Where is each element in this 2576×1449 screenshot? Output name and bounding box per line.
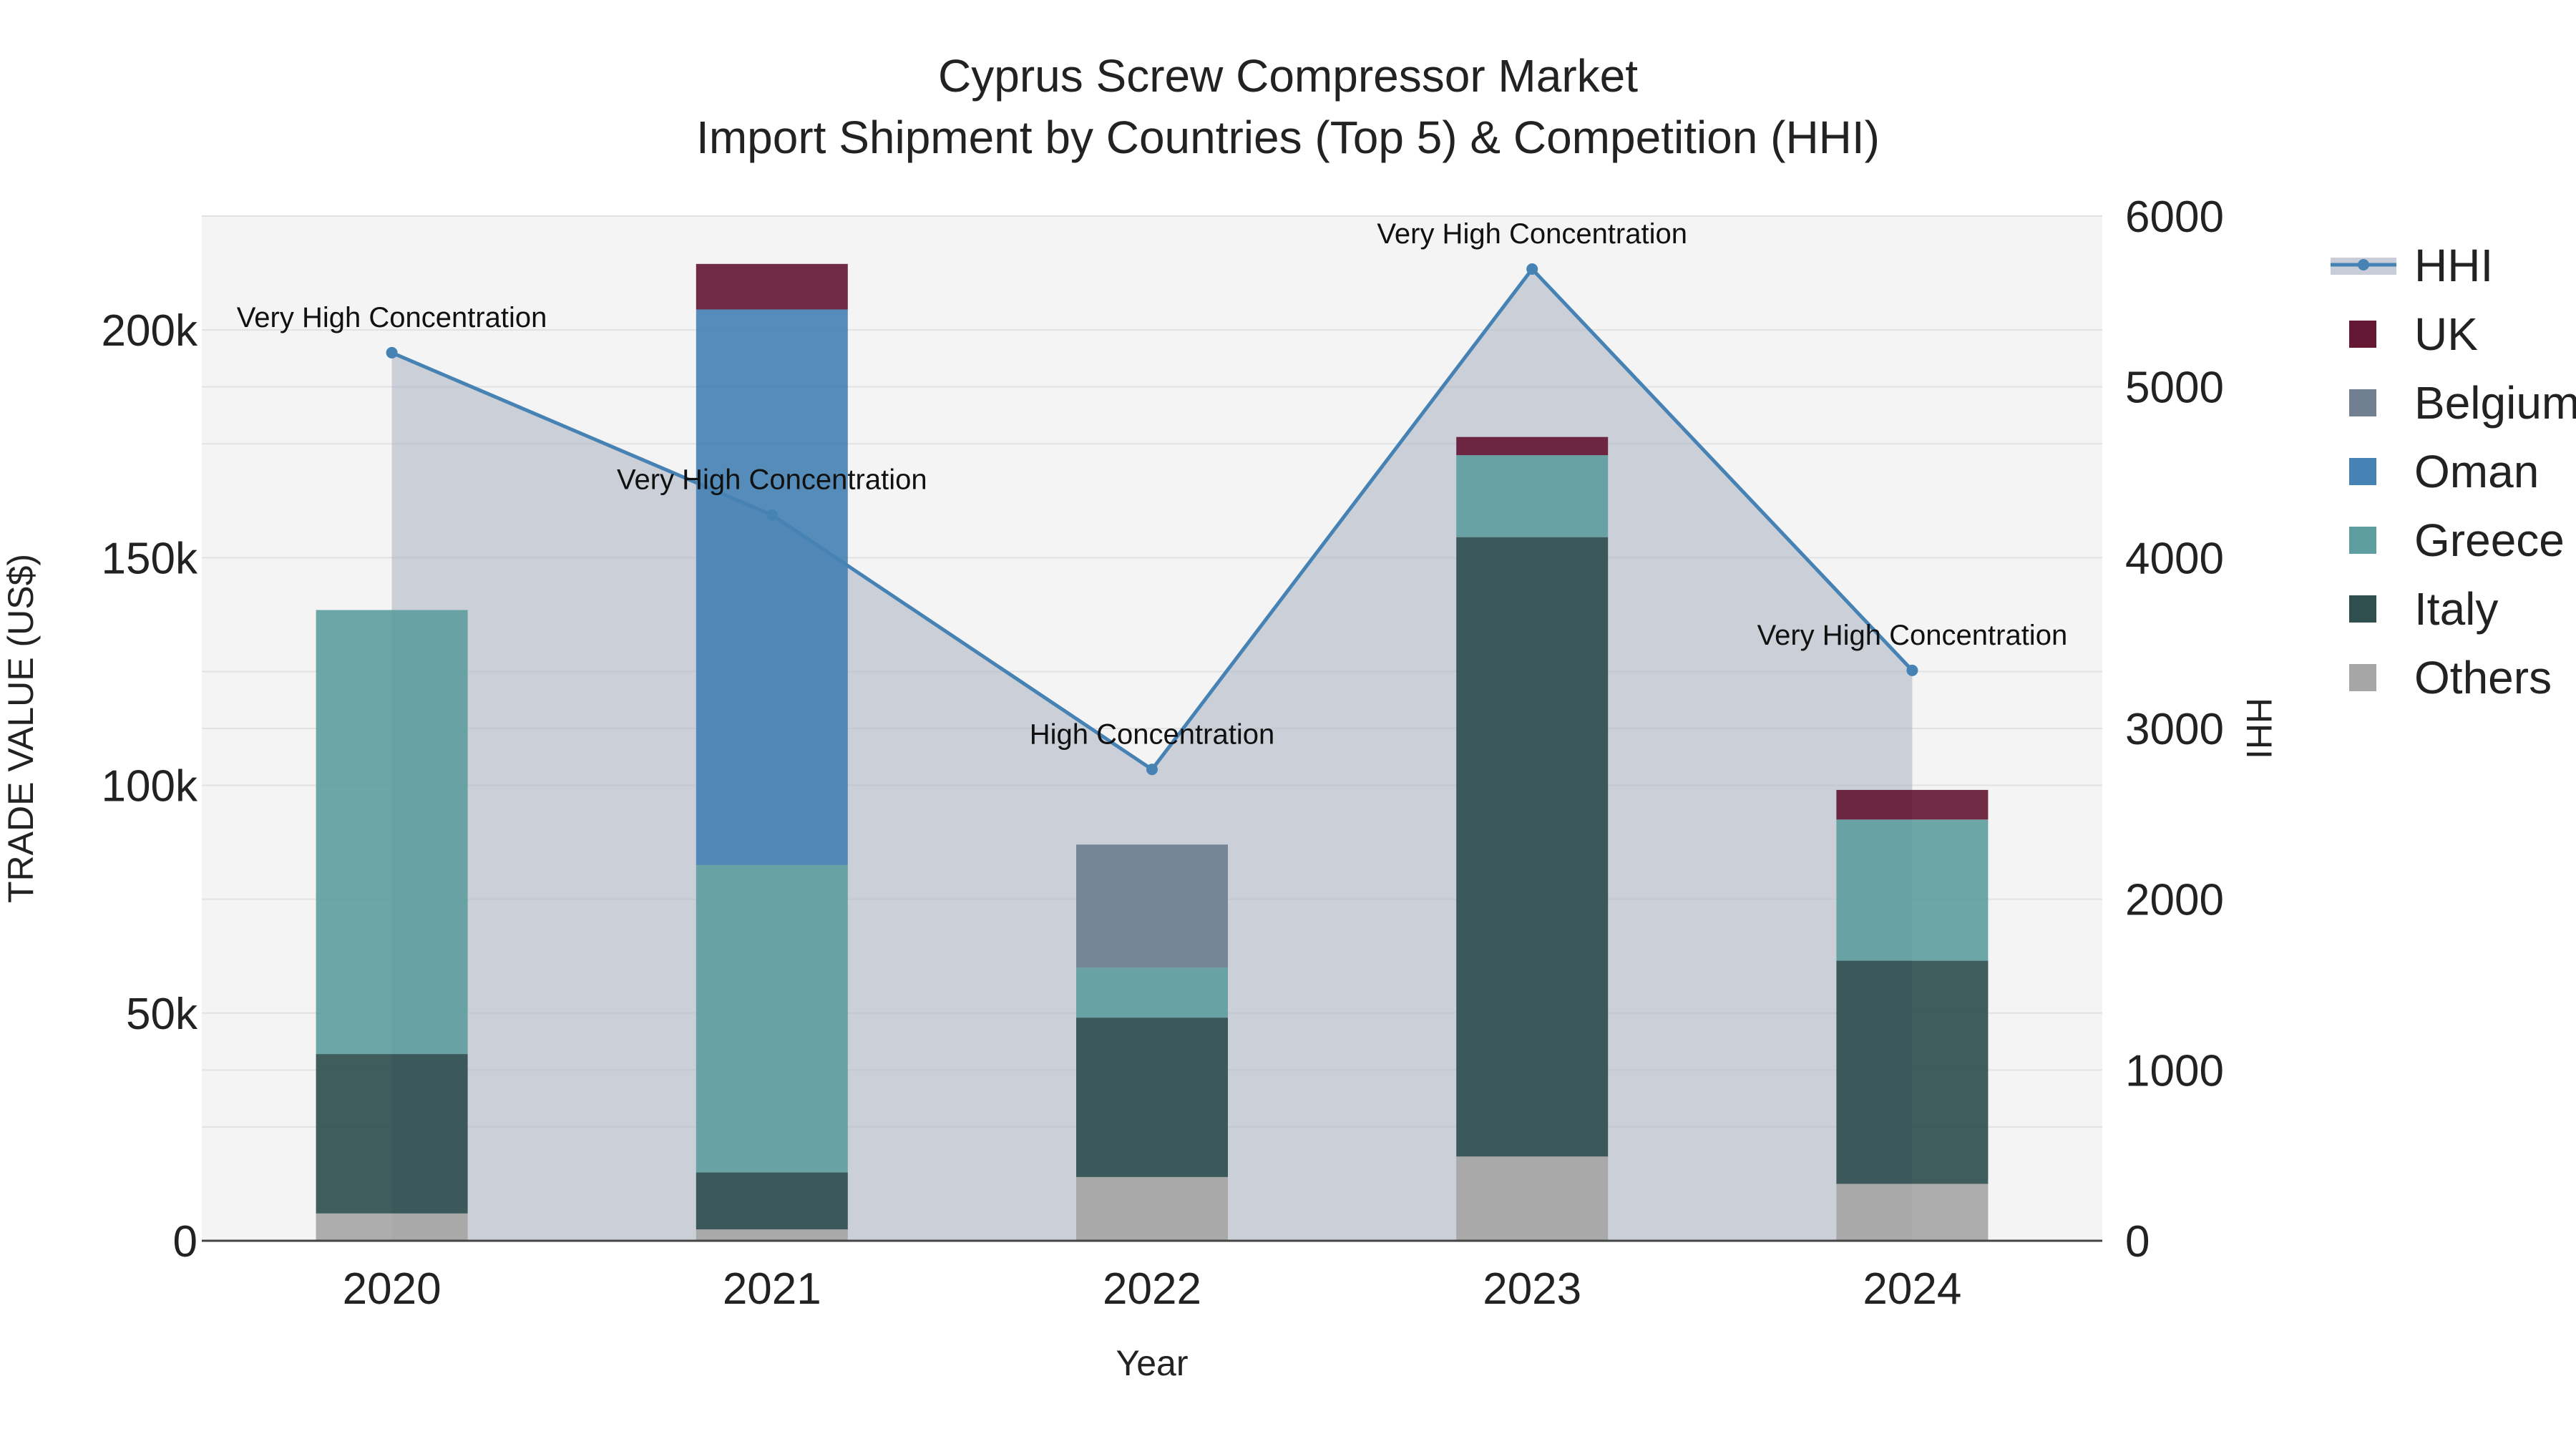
legend-label-greece: Greece: [2414, 514, 2565, 566]
legend-item-others[interactable]: Others: [2349, 652, 2552, 703]
y2-tick-label: 4000: [2125, 534, 2224, 583]
bar-uk-2024: [1836, 789, 1989, 820]
legend-label-uk: UK: [2414, 308, 2478, 360]
bar-italy-2023: [1456, 537, 1609, 1157]
x-tick-label: 2024: [1863, 1264, 1961, 1314]
hhi-point-2021: [766, 509, 778, 521]
hhi-point-2024: [1906, 664, 1918, 676]
bar-others-2020: [316, 1213, 468, 1241]
hhi-line-layer: [386, 263, 1918, 776]
legend-label-others: Others: [2414, 652, 2552, 703]
bar-others-2024: [1836, 1184, 1989, 1241]
bar-belgium-2022: [1076, 844, 1228, 968]
hhi-point-2022: [1146, 763, 1158, 776]
legend-item-italy[interactable]: Italy: [2349, 583, 2498, 635]
bar-uk-2023: [1456, 436, 1609, 456]
y-tick-label: 50k: [126, 990, 198, 1039]
bar-italy-2020: [316, 1054, 468, 1214]
legend-swatch-uk: [2349, 321, 2376, 348]
legend-swatch-hhi-marker: [2358, 259, 2369, 270]
hhi-annotation-2022: High Concentration: [1030, 718, 1274, 750]
hhi-annotation-2024: Very High Concentration: [1757, 620, 2068, 651]
legend-item-hhi[interactable]: HHI: [2331, 240, 2493, 291]
hhi-point-2020: [386, 346, 398, 358]
legend-item-oman[interactable]: Oman: [2349, 446, 2539, 497]
y-tick-label: 100k: [102, 762, 198, 811]
bar-oman-2021: [696, 309, 848, 865]
bar-others-2022: [1076, 1176, 1228, 1241]
legend-item-uk[interactable]: UK: [2349, 308, 2478, 360]
y-axis-label: TRADE VALUE (US$): [1, 554, 41, 903]
bar-italy-2021: [696, 1172, 848, 1230]
bar-greece-2020: [316, 610, 468, 1055]
bar-uk-2021: [696, 263, 848, 310]
legend-swatch-others: [2349, 664, 2376, 691]
bar-greece-2023: [1456, 455, 1609, 537]
chart-title-line1: Cyprus Screw Compressor Market: [938, 50, 1638, 102]
y2-tick-label: 2000: [2125, 876, 2224, 925]
bar-italy-2022: [1076, 1018, 1228, 1177]
x-axis-label: Year: [1116, 1343, 1188, 1383]
y-axis-ticks: 0 50k 100k 150k 200k: [102, 306, 198, 1267]
hhi-annotation-2021: Very High Concentration: [617, 464, 927, 496]
legend-label-belgium: Belgium: [2414, 377, 2576, 429]
legend-label-oman: Oman: [2414, 446, 2539, 497]
legend-swatch-belgium: [2349, 389, 2376, 416]
bar-others-2023: [1456, 1156, 1609, 1241]
bar-italy-2024: [1836, 960, 1989, 1184]
legend-swatch-oman: [2349, 458, 2376, 485]
legend-item-greece[interactable]: Greece: [2349, 514, 2565, 566]
x-tick-label: 2022: [1103, 1264, 1201, 1314]
hhi-annotations: Very High Concentration Very High Concent…: [237, 218, 2067, 750]
y2-tick-label: 5000: [2125, 364, 2224, 413]
legend-swatch-greece: [2349, 527, 2376, 554]
x-tick-label: 2020: [343, 1264, 441, 1314]
bar-greece-2022: [1076, 967, 1228, 1018]
y2-tick-label: 3000: [2125, 705, 2224, 754]
y2-axis-label: HHI: [2239, 698, 2279, 759]
x-axis-ticks: 2020 2021 2022 2023 2024: [343, 1264, 1962, 1314]
bar-greece-2024: [1836, 819, 1989, 961]
hhi-point-2023: [1526, 263, 1538, 275]
x-tick-label: 2021: [723, 1264, 821, 1314]
y-tick-label: 150k: [102, 534, 198, 583]
y2-tick-label: 0: [2125, 1217, 2150, 1267]
legend-item-belgium[interactable]: Belgium: [2349, 377, 2576, 429]
y2-tick-label: 6000: [2125, 192, 2224, 242]
hhi-annotation-2020: Very High Concentration: [237, 302, 547, 333]
hhi-annotation-2023: Very High Concentration: [1377, 218, 1687, 250]
legend-label-italy: Italy: [2414, 583, 2498, 635]
bars-layer: [316, 263, 1989, 1241]
legend[interactable]: HHI UK Belgium Oman Greece Italy Others: [2331, 240, 2576, 703]
legend-swatch-italy: [2349, 595, 2376, 623]
y2-tick-label: 1000: [2125, 1046, 2224, 1096]
bar-greece-2021: [696, 864, 848, 1173]
y2-axis-ticks: 0 1000 2000 3000 4000 5000 6000: [2125, 192, 2224, 1267]
legend-label-hhi: HHI: [2414, 240, 2493, 291]
y-tick-label: 0: [173, 1217, 197, 1267]
y-tick-label: 200k: [102, 306, 198, 356]
x-tick-label: 2023: [1483, 1264, 1581, 1314]
bar-others-2021: [696, 1229, 848, 1241]
chart-title-line2: Import Shipment by Countries (Top 5) & C…: [696, 112, 1880, 163]
